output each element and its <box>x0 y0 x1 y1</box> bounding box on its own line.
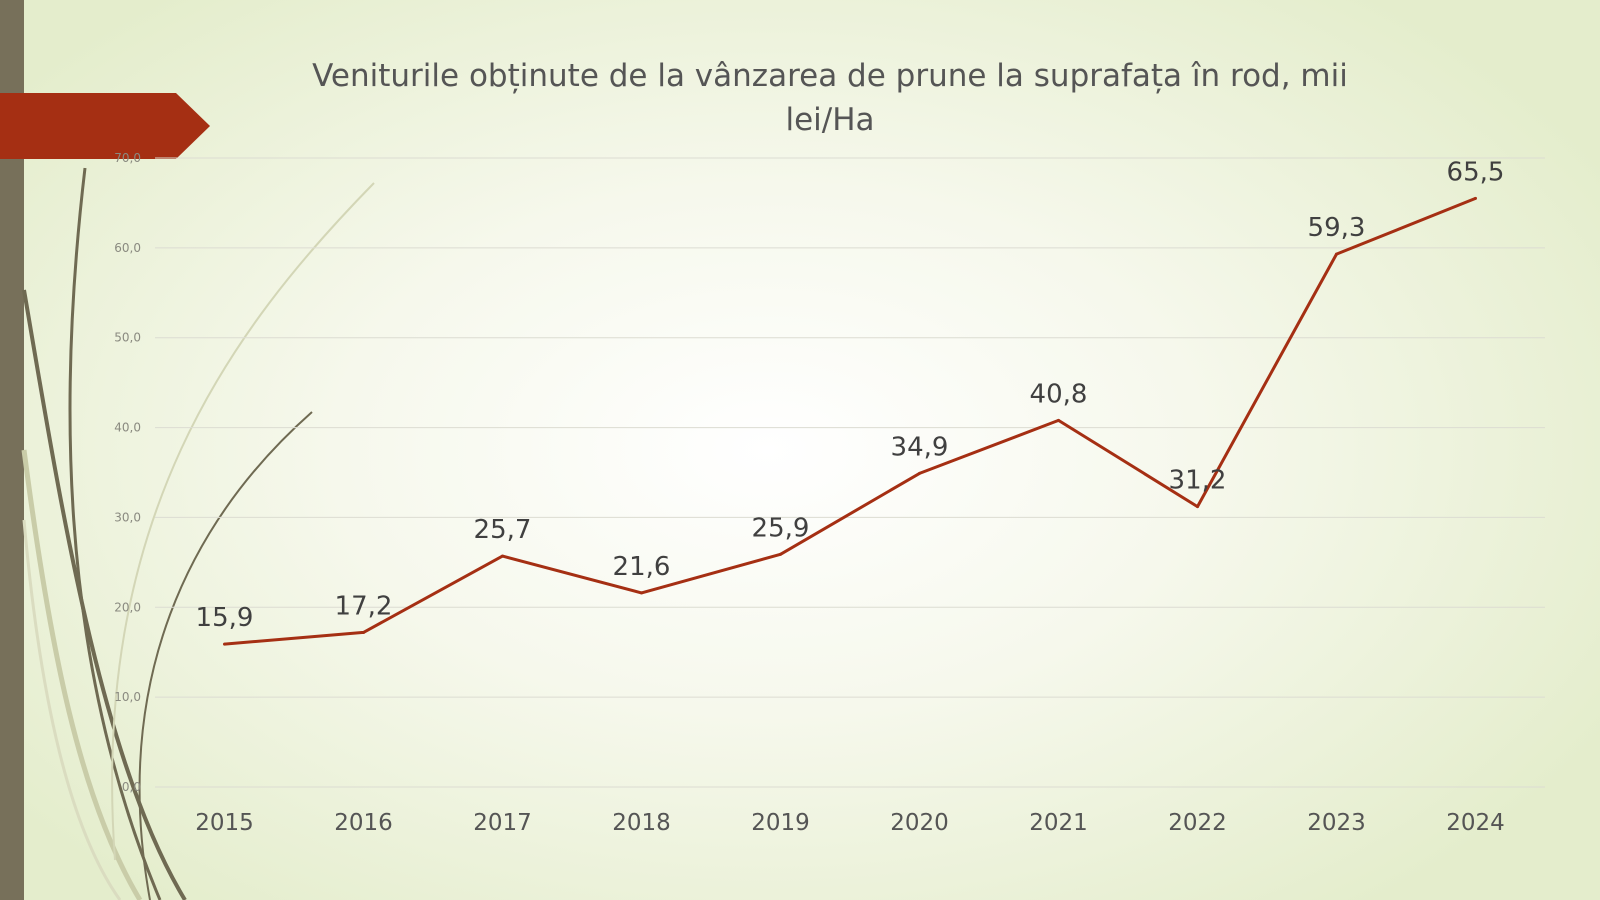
data-point <box>1474 196 1477 200</box>
data-label: 40,8 <box>1030 379 1088 409</box>
data-point <box>1335 252 1338 256</box>
y-tick-label: 50,0 <box>114 331 141 345</box>
data-label: 17,2 <box>335 591 393 621</box>
data-label: 59,3 <box>1308 213 1366 243</box>
x-tick-label: 2019 <box>751 810 810 836</box>
decor-curve <box>138 411 313 900</box>
decor-curve <box>22 289 187 900</box>
x-tick-label: 2018 <box>612 810 671 836</box>
data-label: 31,2 <box>1169 466 1227 496</box>
series-line <box>224 197 1477 646</box>
data-point <box>501 554 504 558</box>
x-tick-label: 2023 <box>1307 810 1366 836</box>
x-tick-label: 2017 <box>473 810 532 836</box>
decor-curve <box>22 519 122 900</box>
y-tick-label: 30,0 <box>114 510 141 524</box>
decor-curve <box>111 182 375 861</box>
data-label: 21,6 <box>613 552 671 582</box>
data-point <box>779 552 782 556</box>
data-point <box>362 630 365 634</box>
y-tick-label: 70,0 <box>114 151 141 165</box>
data-point <box>918 471 921 475</box>
data-point <box>640 591 643 595</box>
chart-title: Veniturile obținute de la vânzarea de pr… <box>312 58 1348 138</box>
data-label: 25,7 <box>474 515 532 545</box>
y-tick-label: 60,0 <box>114 241 141 255</box>
data-label: 65,5 <box>1447 157 1505 187</box>
x-tick-label: 2022 <box>1168 810 1227 836</box>
data-point <box>1196 505 1199 509</box>
data-label: 15,9 <box>196 603 254 633</box>
y-tick-label: 10,0 <box>114 690 141 704</box>
x-tick-label: 2016 <box>334 810 393 836</box>
red-arrow-tab <box>0 93 210 159</box>
x-tick-label: 2020 <box>890 810 949 836</box>
data-point <box>1057 418 1060 422</box>
y-tick-label: 40,0 <box>114 421 141 435</box>
x-tick-label: 2021 <box>1029 810 1088 836</box>
data-label: 25,9 <box>752 513 810 543</box>
x-tick-label: 2015 <box>195 810 254 836</box>
y-tick-label: 20,0 <box>114 600 141 614</box>
data-point <box>223 642 226 646</box>
decor-curve <box>68 167 162 900</box>
decor-curve <box>21 449 143 900</box>
y-tick-label: 0,0 <box>122 780 141 794</box>
x-tick-label: 2024 <box>1446 810 1505 836</box>
data-label: 34,9 <box>891 432 949 462</box>
